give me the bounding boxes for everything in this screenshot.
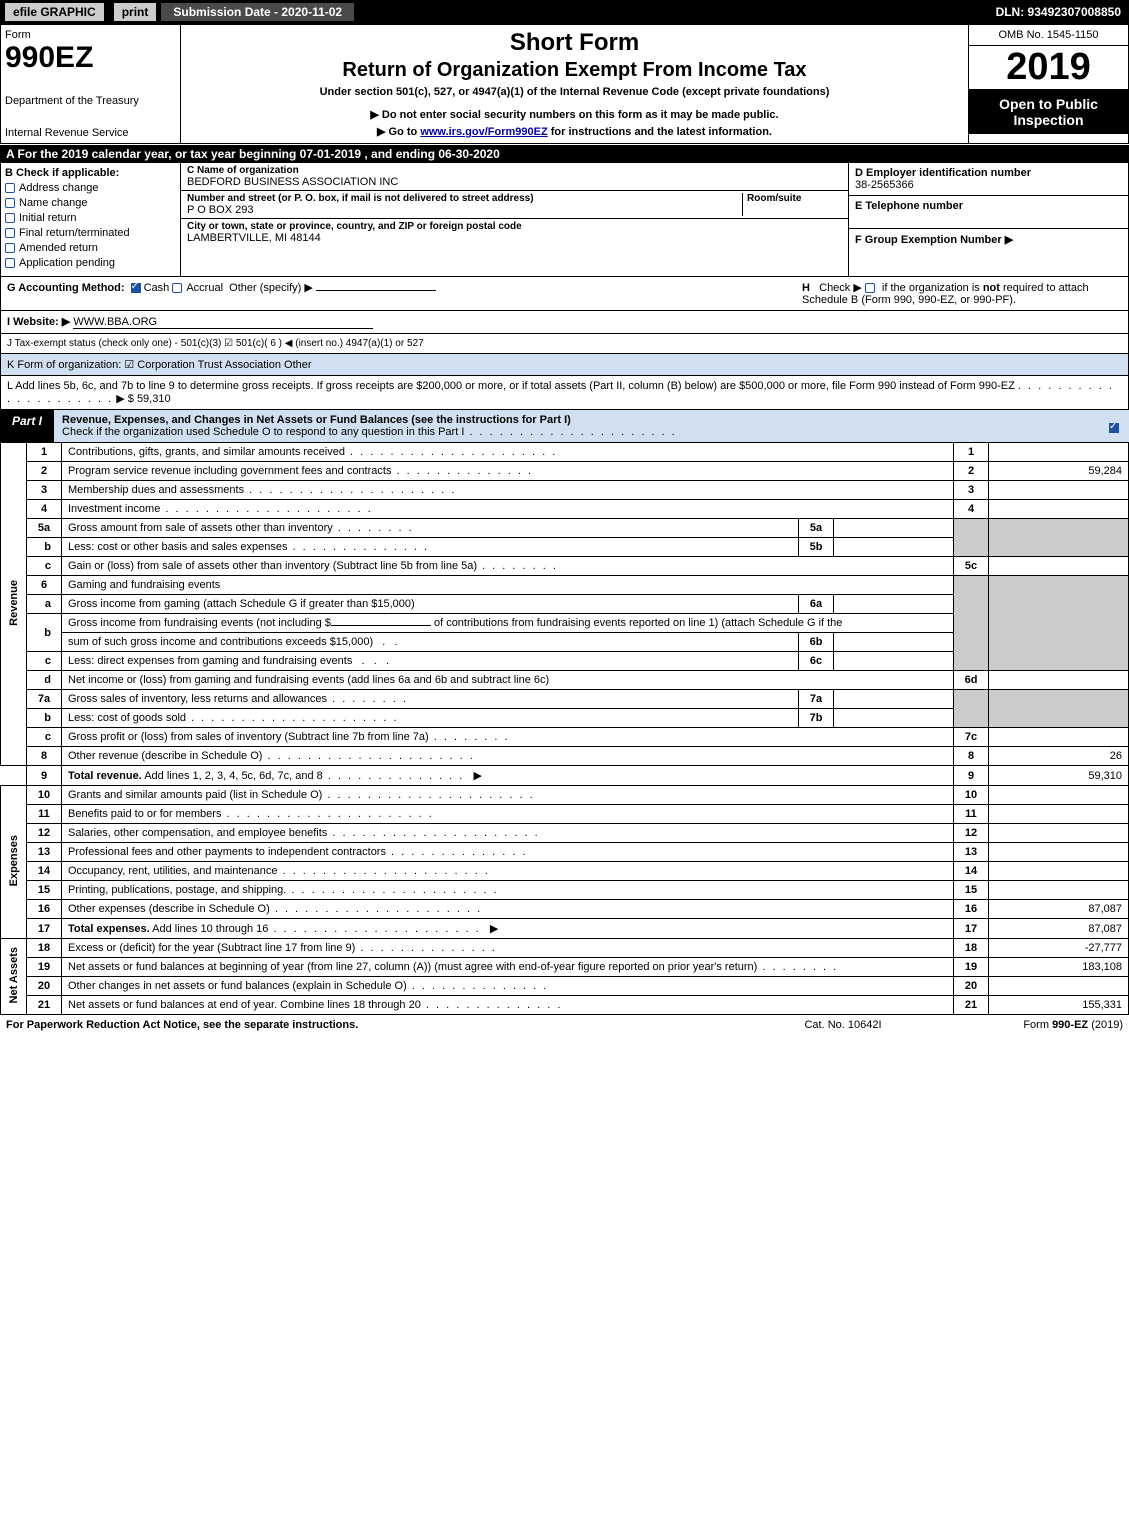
- C-city-label: City or town, state or province, country…: [187, 221, 842, 232]
- print-button[interactable]: print: [113, 2, 158, 22]
- irs-link[interactable]: www.irs.gov/Form990EZ: [420, 126, 547, 138]
- val-18: -27,777: [989, 939, 1129, 958]
- submission-date: Submission Date - 2020-11-02: [161, 3, 354, 21]
- top-bar: efile GRAPHIC print Submission Date - 20…: [0, 0, 1129, 24]
- room-label: Room/suite: [747, 193, 842, 204]
- chk-H[interactable]: [865, 283, 875, 293]
- chk-accrual[interactable]: [172, 283, 182, 293]
- val-2: 59,284: [989, 462, 1129, 481]
- val-19: 183,108: [989, 958, 1129, 977]
- C-name-label: C Name of organization: [187, 165, 842, 176]
- form-header: Form 990EZ Department of the Treasury In…: [0, 24, 1129, 144]
- website-value: WWW.BBA.ORG: [73, 316, 373, 329]
- val-14: [989, 862, 1129, 881]
- H-text: H Check ▶ if the organization is not req…: [802, 281, 1122, 306]
- chk-address-change[interactable]: Address change: [5, 182, 176, 194]
- E-label: E Telephone number: [855, 200, 1122, 212]
- part-1-title: Revenue, Expenses, and Changes in Net As…: [62, 414, 571, 426]
- I-website: I Website: ▶ WWW.BBA.ORG: [0, 311, 1129, 334]
- section-B: B Check if applicable: Address change Na…: [1, 163, 181, 276]
- footer-right: Form 990-EZ (2019): [943, 1019, 1123, 1031]
- val-1: [989, 443, 1129, 462]
- part-1-tab: Part I: [0, 410, 54, 442]
- chk-schedule-o[interactable]: [1109, 423, 1119, 433]
- expenses-label: Expenses: [8, 835, 20, 886]
- L-gross-receipts: L Add lines 5b, 6c, and 7b to line 9 to …: [0, 376, 1129, 410]
- D-label: D Employer identification number: [855, 167, 1122, 179]
- ein: 38-2565366: [855, 179, 1122, 191]
- val-20: [989, 977, 1129, 996]
- val-13: [989, 843, 1129, 862]
- org-name: BEDFORD BUSINESS ASSOCIATION INC: [187, 176, 842, 188]
- form-title: Return of Organization Exempt From Incom…: [185, 59, 964, 82]
- short-form-title: Short Form: [185, 29, 964, 57]
- revenue-label: Revenue: [8, 580, 20, 626]
- val-10: [989, 786, 1129, 805]
- part-1-header: Part I Revenue, Expenses, and Changes in…: [0, 410, 1129, 442]
- J-tax-exempt: J Tax-exempt status (check only one) - 5…: [0, 334, 1129, 354]
- subtitle-3: ▶ Go to www.irs.gov/Form990EZ for instru…: [185, 125, 964, 138]
- chk-final-return[interactable]: Final return/terminated: [5, 227, 176, 239]
- chk-initial-return[interactable]: Initial return: [5, 212, 176, 224]
- val-21: 155,331: [989, 996, 1129, 1015]
- val-16: 87,087: [989, 900, 1129, 919]
- B-header: B Check if applicable:: [5, 167, 176, 179]
- val-5c: [989, 557, 1129, 576]
- subtitle-2: ▶ Do not enter social security numbers o…: [185, 108, 964, 121]
- val-8: 26: [989, 747, 1129, 766]
- val-17: 87,087: [989, 919, 1129, 939]
- val-11: [989, 805, 1129, 824]
- section-DEF: D Employer identification number 38-2565…: [848, 163, 1128, 276]
- org-city: LAMBERTVILLE, MI 48144: [187, 232, 842, 244]
- chk-name-change[interactable]: Name change: [5, 197, 176, 209]
- G-label: G Accounting Method:: [7, 282, 125, 294]
- F-label: F Group Exemption Number ▶: [855, 233, 1122, 246]
- form-number: 990EZ: [5, 41, 176, 75]
- chk-cash[interactable]: [131, 283, 141, 293]
- val-6d: [989, 671, 1129, 690]
- revenue-table: Revenue 1Contributions, gifts, grants, a…: [0, 442, 1129, 1015]
- val-12: [989, 824, 1129, 843]
- val-4: [989, 500, 1129, 519]
- part-1-sub: Check if the organization used Schedule …: [62, 426, 464, 438]
- section-G-H: G Accounting Method: Cash Accrual Other …: [0, 277, 1129, 311]
- dln: DLN: 93492307008850: [996, 5, 1129, 19]
- omb-number: OMB No. 1545-1150: [969, 25, 1128, 46]
- form-label: Form: [5, 29, 176, 41]
- val-15: [989, 881, 1129, 900]
- val-9: 59,310: [989, 766, 1129, 786]
- org-address: P O BOX 293: [187, 204, 742, 216]
- chk-amended-return[interactable]: Amended return: [5, 242, 176, 254]
- tax-year: 2019: [969, 46, 1128, 90]
- tax-year-line: A For the 2019 calendar year, or tax yea…: [0, 144, 1129, 163]
- chk-application-pending[interactable]: Application pending: [5, 257, 176, 269]
- irs-label: Internal Revenue Service: [5, 127, 176, 139]
- footer-center: Cat. No. 10642I: [743, 1019, 943, 1031]
- C-addr-label: Number and street (or P. O. box, if mail…: [187, 193, 742, 204]
- val-3: [989, 481, 1129, 500]
- footer-left: For Paperwork Reduction Act Notice, see …: [6, 1019, 743, 1031]
- val-7c: [989, 728, 1129, 747]
- netassets-label: Net Assets: [8, 947, 20, 1003]
- info-block: B Check if applicable: Address change Na…: [0, 163, 1129, 277]
- dept-treasury: Department of the Treasury: [5, 95, 176, 107]
- K-form-org: K Form of organization: ☑ Corporation Tr…: [0, 354, 1129, 376]
- page-footer: For Paperwork Reduction Act Notice, see …: [0, 1015, 1129, 1035]
- efile-button[interactable]: efile GRAPHIC: [4, 2, 105, 22]
- L-value: ▶ $ 59,310: [116, 393, 170, 405]
- open-inspection: Open to Public Inspection: [969, 90, 1128, 134]
- section-C: C Name of organization BEDFORD BUSINESS …: [181, 163, 848, 276]
- subtitle-1: Under section 501(c), 527, or 4947(a)(1)…: [185, 86, 964, 98]
